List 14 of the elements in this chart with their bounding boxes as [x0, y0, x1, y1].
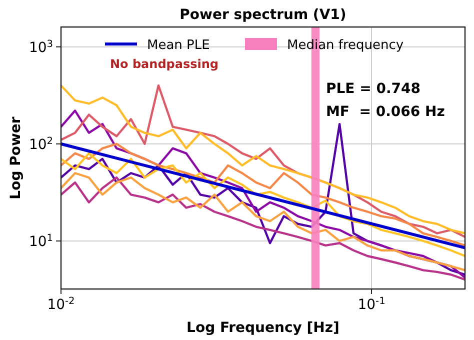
chart-title: Power spectrum (V1) [180, 7, 346, 23]
y-axis-title: Log Power [8, 116, 24, 200]
annotation: MF = 0.066 Hz [326, 104, 445, 120]
y-tick-label: 10$^{2}$ [28, 135, 53, 153]
annotation: PLE = 0.748 [326, 81, 421, 97]
x-tick-label: 10$^{-1}$ [358, 296, 386, 313]
line-series [61, 152, 465, 258]
y-tick-label: 10$^{1}$ [28, 232, 53, 250]
legend-label: Mean PLE [147, 38, 210, 53]
annotation: No bandpassing [110, 57, 219, 71]
x-axis-title: Log Frequency [Hz] [186, 320, 340, 336]
band-label: Median frequency [287, 38, 404, 53]
y-tick-label: 10$^{3}$ [28, 38, 53, 56]
x-tick-label: 10$^{-2}$ [47, 296, 75, 313]
